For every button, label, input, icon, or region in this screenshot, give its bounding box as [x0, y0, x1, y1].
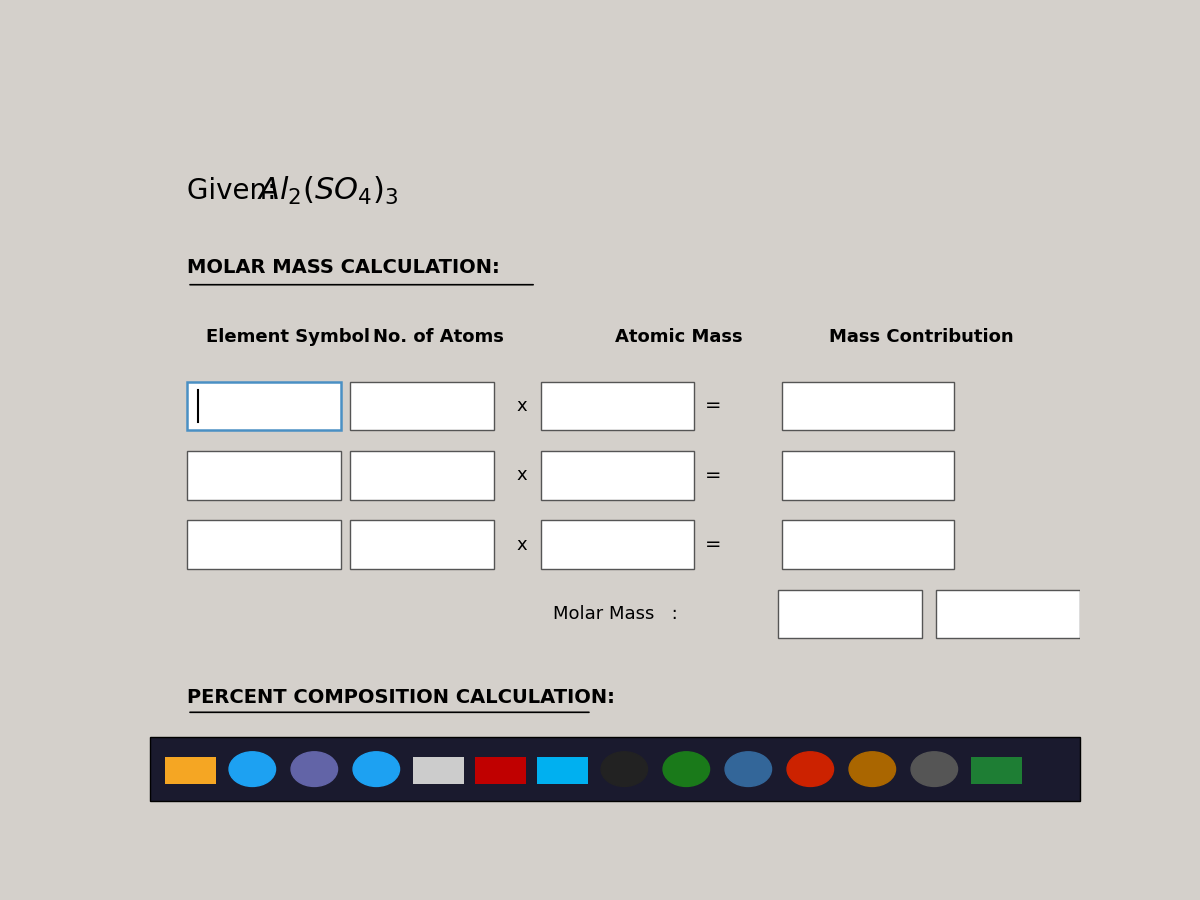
Circle shape	[601, 752, 648, 787]
Text: =: =	[704, 536, 721, 554]
Text: Atomic Mass: Atomic Mass	[616, 328, 743, 346]
Text: Element Symbol: Element Symbol	[206, 328, 370, 346]
FancyBboxPatch shape	[540, 382, 694, 430]
Text: =: =	[704, 397, 721, 416]
Circle shape	[787, 752, 834, 787]
Circle shape	[664, 752, 709, 787]
Text: PERCENT COMPOSITION CALCULATION:: PERCENT COMPOSITION CALCULATION:	[187, 688, 616, 706]
FancyBboxPatch shape	[187, 382, 341, 430]
Text: Molar Mass   :: Molar Mass :	[553, 605, 677, 623]
FancyBboxPatch shape	[350, 451, 494, 500]
FancyBboxPatch shape	[187, 520, 341, 569]
Circle shape	[911, 752, 958, 787]
FancyBboxPatch shape	[778, 590, 922, 638]
Text: MOLAR MASS CALCULATION:: MOLAR MASS CALCULATION:	[187, 258, 500, 277]
Circle shape	[292, 752, 337, 787]
FancyBboxPatch shape	[150, 737, 1080, 801]
Circle shape	[850, 752, 895, 787]
FancyBboxPatch shape	[164, 757, 216, 785]
FancyBboxPatch shape	[936, 590, 1080, 638]
FancyBboxPatch shape	[540, 451, 694, 500]
FancyBboxPatch shape	[187, 451, 341, 500]
FancyBboxPatch shape	[350, 382, 494, 430]
Text: Mass Contribution: Mass Contribution	[829, 328, 1014, 346]
Text: x: x	[517, 397, 527, 415]
Circle shape	[229, 752, 276, 787]
FancyBboxPatch shape	[782, 382, 954, 430]
Text: $\mathit{Al}_2(\mathit{SO}_4)_3$: $\mathit{Al}_2(\mathit{SO}_4)_3$	[257, 176, 398, 207]
FancyBboxPatch shape	[475, 757, 526, 785]
Text: x: x	[517, 466, 527, 484]
FancyBboxPatch shape	[782, 451, 954, 500]
Text: x: x	[517, 536, 527, 554]
Text: No. of Atoms: No. of Atoms	[373, 328, 504, 346]
FancyBboxPatch shape	[971, 757, 1022, 785]
Text: Given:: Given:	[187, 177, 294, 205]
Circle shape	[353, 752, 400, 787]
FancyBboxPatch shape	[413, 757, 464, 785]
Circle shape	[725, 752, 772, 787]
FancyBboxPatch shape	[540, 520, 694, 569]
FancyBboxPatch shape	[782, 520, 954, 569]
FancyBboxPatch shape	[350, 520, 494, 569]
FancyBboxPatch shape	[536, 757, 588, 785]
Text: =: =	[704, 466, 721, 485]
